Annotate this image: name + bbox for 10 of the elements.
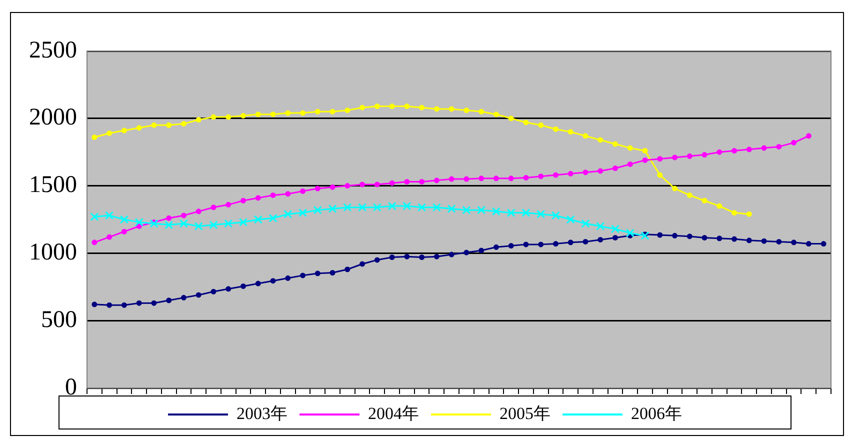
legend-label: 2003年 xyxy=(236,404,288,423)
y-tick-label: 2500 xyxy=(29,37,77,64)
y-tick-label: 0 xyxy=(65,374,77,400)
legend-label: 2004年 xyxy=(368,404,419,423)
y-tick-label: 2000 xyxy=(29,104,77,131)
y-tick-label: 1500 xyxy=(29,172,77,198)
legend-label: 2005年 xyxy=(500,404,550,423)
legend-label: 2006年 xyxy=(631,404,682,423)
y-tick-label: 500 xyxy=(41,306,77,333)
y-tick-label: 1000 xyxy=(29,239,77,266)
